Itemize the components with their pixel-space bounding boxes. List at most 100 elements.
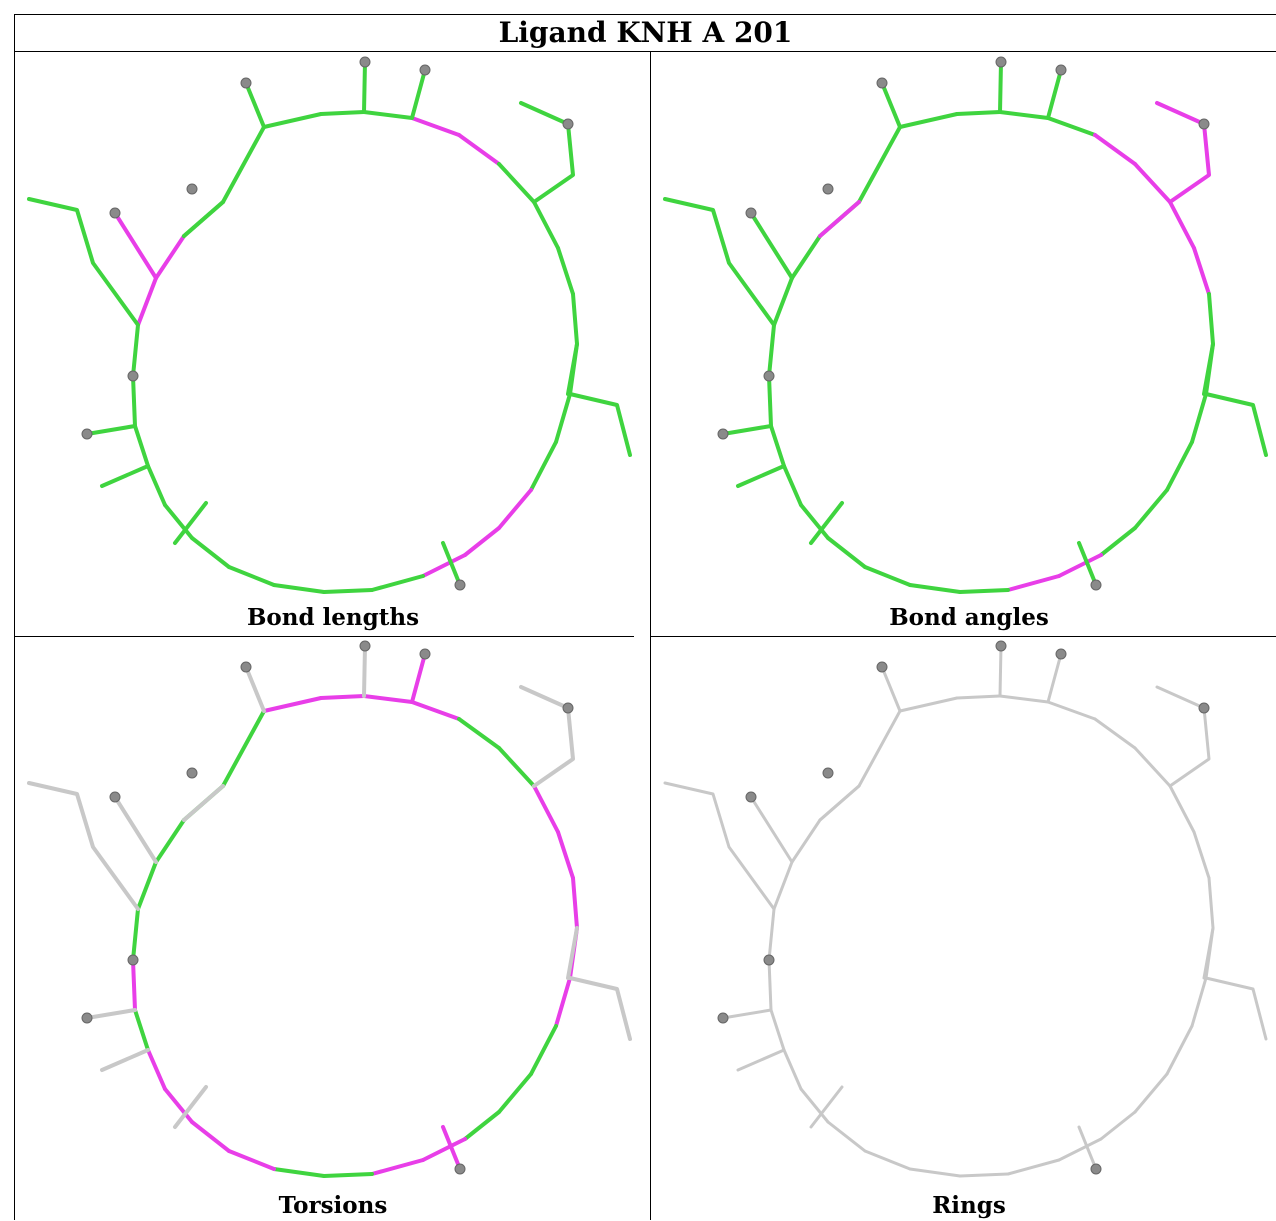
ring-bond bbox=[532, 784, 560, 834]
ring-bond bbox=[421, 553, 467, 578]
substituent-bond bbox=[1155, 685, 1211, 788]
ring-bond bbox=[958, 588, 1010, 594]
ring-bond bbox=[362, 694, 414, 704]
ring-bond bbox=[529, 1024, 558, 1076]
substituent-bond bbox=[182, 784, 225, 822]
ring-bond bbox=[421, 1137, 467, 1162]
ring-bond bbox=[319, 110, 366, 116]
ring-bond bbox=[227, 1149, 276, 1171]
table-title-cell: Ligand KNH A 201 bbox=[14, 14, 1276, 52]
heteroatom-ball bbox=[419, 64, 431, 76]
caption-torsions: Torsions bbox=[278, 1192, 388, 1219]
caption-bond-lengths: Bond lengths bbox=[246, 604, 420, 631]
ring-bond bbox=[457, 133, 501, 166]
ring-bond bbox=[782, 464, 803, 507]
ring-bond bbox=[319, 694, 366, 700]
ring-bond bbox=[1046, 116, 1097, 137]
ring-bond bbox=[1168, 200, 1196, 250]
heteroatom-ball bbox=[109, 791, 121, 803]
ring-bond bbox=[322, 1172, 374, 1178]
heteroatom-ball bbox=[745, 791, 757, 803]
ring-bond bbox=[1192, 830, 1211, 880]
substituent-bond bbox=[566, 926, 579, 980]
substituent-bond bbox=[100, 1048, 150, 1072]
ring-bond bbox=[497, 162, 536, 204]
ring-bond bbox=[863, 1149, 912, 1171]
substituent-bond bbox=[736, 1048, 786, 1072]
grid-line-row-divider-left bbox=[14, 636, 634, 637]
heteroatom-ball bbox=[1055, 64, 1067, 76]
ring-bond bbox=[262, 112, 323, 129]
ring-bond bbox=[571, 292, 579, 346]
ring-bond bbox=[556, 246, 575, 296]
ring-bond bbox=[497, 746, 536, 788]
heteroatom-ball bbox=[419, 648, 431, 660]
substituent-bond bbox=[519, 685, 575, 788]
ring-bond bbox=[955, 110, 1002, 116]
ring-bond bbox=[362, 110, 414, 120]
ring-bond bbox=[554, 392, 572, 444]
heteroatom-ball bbox=[995, 640, 1007, 652]
ring-bond bbox=[799, 503, 830, 540]
ring-bond bbox=[790, 234, 822, 280]
substituent-bond bbox=[1077, 1125, 1098, 1171]
substituent-bond bbox=[1204, 976, 1268, 1041]
heteroatom-ball bbox=[562, 702, 574, 714]
substituent-bond bbox=[1077, 541, 1098, 587]
ring-bond bbox=[826, 1120, 867, 1153]
substituent-bond bbox=[173, 1085, 208, 1129]
substituent-bond bbox=[244, 665, 266, 713]
ring-bond bbox=[463, 526, 501, 557]
substituent-bond bbox=[880, 81, 902, 129]
panel-bond-angles: Bond angles bbox=[651, 53, 1276, 637]
ring-bond bbox=[857, 125, 902, 204]
substituent-bond bbox=[100, 464, 150, 488]
substituent-bond bbox=[568, 392, 632, 457]
molecule-view-rings bbox=[663, 640, 1268, 1178]
ligand-report-table: Ligand KNH A 201 Bond lengths Bond angle… bbox=[14, 14, 1276, 1220]
substituent-bond bbox=[880, 665, 902, 713]
substituent-bond bbox=[749, 795, 794, 864]
ring-bond bbox=[898, 112, 959, 129]
heteroatom-ball bbox=[995, 56, 1007, 68]
molecule-view-torsions bbox=[27, 640, 632, 1178]
ring-bond bbox=[769, 424, 786, 468]
ring-bond bbox=[767, 958, 773, 1012]
ring-bond bbox=[1190, 392, 1208, 444]
heteroatom-ball bbox=[240, 77, 252, 89]
ring-bond bbox=[262, 696, 323, 713]
substituent-bond bbox=[566, 342, 579, 396]
substituent-bond bbox=[441, 541, 462, 587]
ring-bond bbox=[1093, 133, 1137, 166]
substituent-bond bbox=[27, 197, 140, 327]
ring-bond bbox=[1133, 162, 1172, 204]
ring-bond bbox=[227, 565, 276, 587]
ring-bond bbox=[772, 860, 794, 911]
ring-bond bbox=[857, 709, 902, 788]
substituent-bond bbox=[809, 1085, 844, 1129]
ring-bond bbox=[370, 574, 425, 592]
heteroatom-ball bbox=[763, 954, 775, 966]
ring-bond bbox=[1006, 574, 1061, 592]
heteroatom-ball bbox=[822, 183, 834, 195]
ring-bond bbox=[463, 1110, 501, 1141]
ring-bond bbox=[1207, 876, 1215, 930]
ring-bond bbox=[146, 1048, 167, 1091]
heteroatom-ball bbox=[359, 640, 371, 652]
heteroatom-ball bbox=[562, 118, 574, 130]
heteroatom-ball bbox=[240, 661, 252, 673]
ring-bond bbox=[772, 276, 794, 327]
heteroatom-ball bbox=[876, 661, 888, 673]
ring-bond bbox=[1168, 784, 1196, 834]
substituent-bond bbox=[173, 501, 208, 545]
substituent-bond bbox=[1155, 101, 1211, 204]
ring-bond bbox=[221, 709, 266, 788]
ring-bond bbox=[1192, 246, 1211, 296]
ring-bond bbox=[190, 1120, 231, 1153]
substituent-bond bbox=[721, 1008, 773, 1020]
ring-bond bbox=[370, 1158, 425, 1176]
ring-bond bbox=[131, 374, 137, 428]
substituent-bond bbox=[441, 1125, 462, 1171]
substituent-bond bbox=[998, 644, 1003, 698]
ring-bond bbox=[163, 503, 194, 540]
